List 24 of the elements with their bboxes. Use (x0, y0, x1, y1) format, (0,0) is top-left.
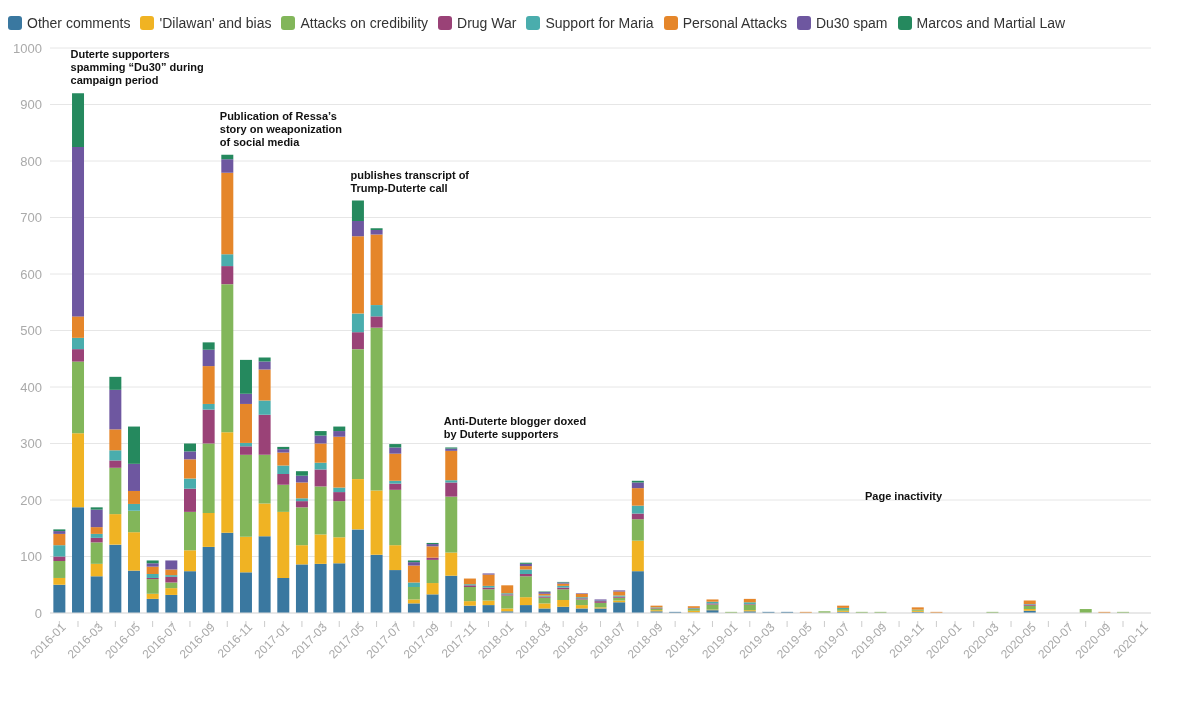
legend-label: 'Dilawan' and bias (159, 15, 272, 31)
y-tick-label: 0 (34, 605, 42, 621)
y-tick-label: 400 (20, 379, 42, 395)
annotation: Duterte supporters spamming “Du30” during campaign period (70, 48, 205, 88)
y-tick-label: 600 (20, 266, 42, 282)
annotation: Anti-Duterte blogger doxed by Duterte supporters (443, 415, 588, 442)
y-tick-label: 200 (20, 492, 42, 508)
legend-label: Du30 spam (815, 15, 888, 31)
annotation: Publication of Ressa’s story on weaponization of social media (219, 109, 344, 149)
legend-label: Marcos and Martial Law (916, 15, 1066, 31)
annotation: publishes transcript of Trump-Duterte call (350, 168, 470, 195)
legend-label: Personal Attacks (682, 15, 787, 31)
legend-label: Other comments (27, 15, 131, 31)
legend-label: Support for Maria (545, 15, 654, 31)
y-tick-label: 900 (20, 97, 42, 113)
legend-label: Drug War (457, 15, 517, 31)
legend-label: Attacks on credibility (300, 15, 429, 31)
y-tick-label: 500 (20, 323, 42, 339)
y-tick-label: 700 (20, 210, 42, 226)
y-tick-label: 100 (20, 549, 42, 565)
y-tick-label: 800 (20, 153, 42, 169)
annotation: Page inactivity (865, 490, 944, 503)
y-tick-label: 300 (20, 436, 42, 452)
y-tick-label: 1000 (13, 40, 42, 56)
